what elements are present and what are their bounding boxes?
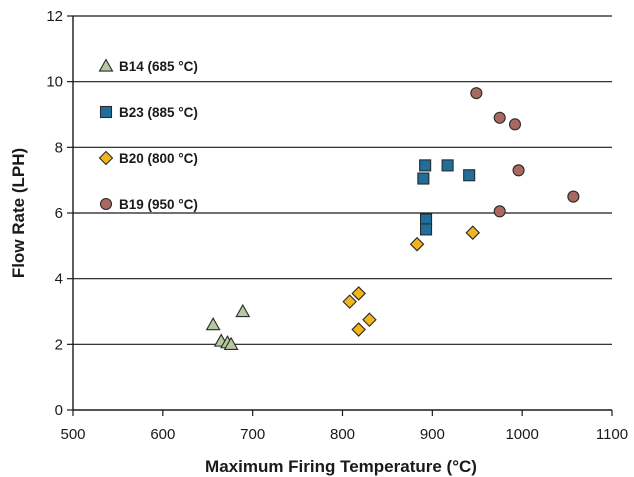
point-series1-0 [419,159,432,172]
y-axis-label: Flow Rate (LPH) [9,148,28,278]
y-tick-label-0: 0 [55,402,63,419]
point-series1-1 [417,172,430,185]
y-tick-labels: 0 2 4 6 8 10 12 [46,8,63,419]
point-series1-5 [419,223,433,236]
x-tick-label-500: 500 [60,426,85,443]
y-tick-label-10: 10 [46,74,63,91]
x-tick-label-800: 800 [330,426,355,443]
x-tick-label-900: 900 [420,426,445,443]
legend-marker-0 [98,58,114,72]
point-series2-2 [351,322,366,337]
y-tick-label-8: 8 [55,139,63,156]
legend-label-0: B14 (685 °C) [119,59,198,74]
point-series2-4 [409,236,425,252]
y-tick-label-6: 6 [55,205,63,222]
legend-marker-1 [99,105,113,119]
y-tick-label-12: 12 [46,8,63,25]
point-series2-1 [351,286,366,301]
legend-label-1: B23 (885 °C) [119,105,198,120]
data-points [205,87,580,350]
axes [67,15,613,416]
point-series3-4 [493,205,506,218]
point-series2-0 [342,294,357,309]
point-series0-0 [205,317,221,331]
point-series0-1 [235,303,251,318]
legend-label-2: B20 (800 °C) [119,151,198,166]
point-series1-2 [441,159,454,172]
point-series0-4 [223,336,239,350]
x-tick-labels: 500 600 700 800 900 1000 1100 [60,426,628,443]
x-tick-label-1100: 1100 [596,426,628,443]
x-tick-label-700: 700 [240,426,265,443]
x-tick-label-600: 600 [150,426,175,443]
legend: B14 (685 °C) B23 (885 °C) B20 (800 °C) B19 … [98,58,198,212]
point-series3-1 [493,111,506,124]
y-tick-label-2: 2 [55,336,63,353]
point-series3-2 [508,118,522,131]
point-series3-0 [470,87,483,100]
legend-label-3: B19 (950 °C) [119,197,198,212]
point-series2-3 [362,312,377,327]
grid-lines [73,15,612,345]
point-series3-5 [567,190,580,203]
point-series2-5 [465,225,481,240]
legend-marker-3 [99,197,113,211]
y-tick-label-4: 4 [55,271,63,288]
x-axis-label: Maximum Firing Temperature (°C) [205,457,477,476]
point-series3-3 [512,164,525,177]
x-tick-label-1000: 1000 [505,426,538,443]
point-series1-3 [463,169,476,182]
legend-marker-2 [98,150,114,166]
